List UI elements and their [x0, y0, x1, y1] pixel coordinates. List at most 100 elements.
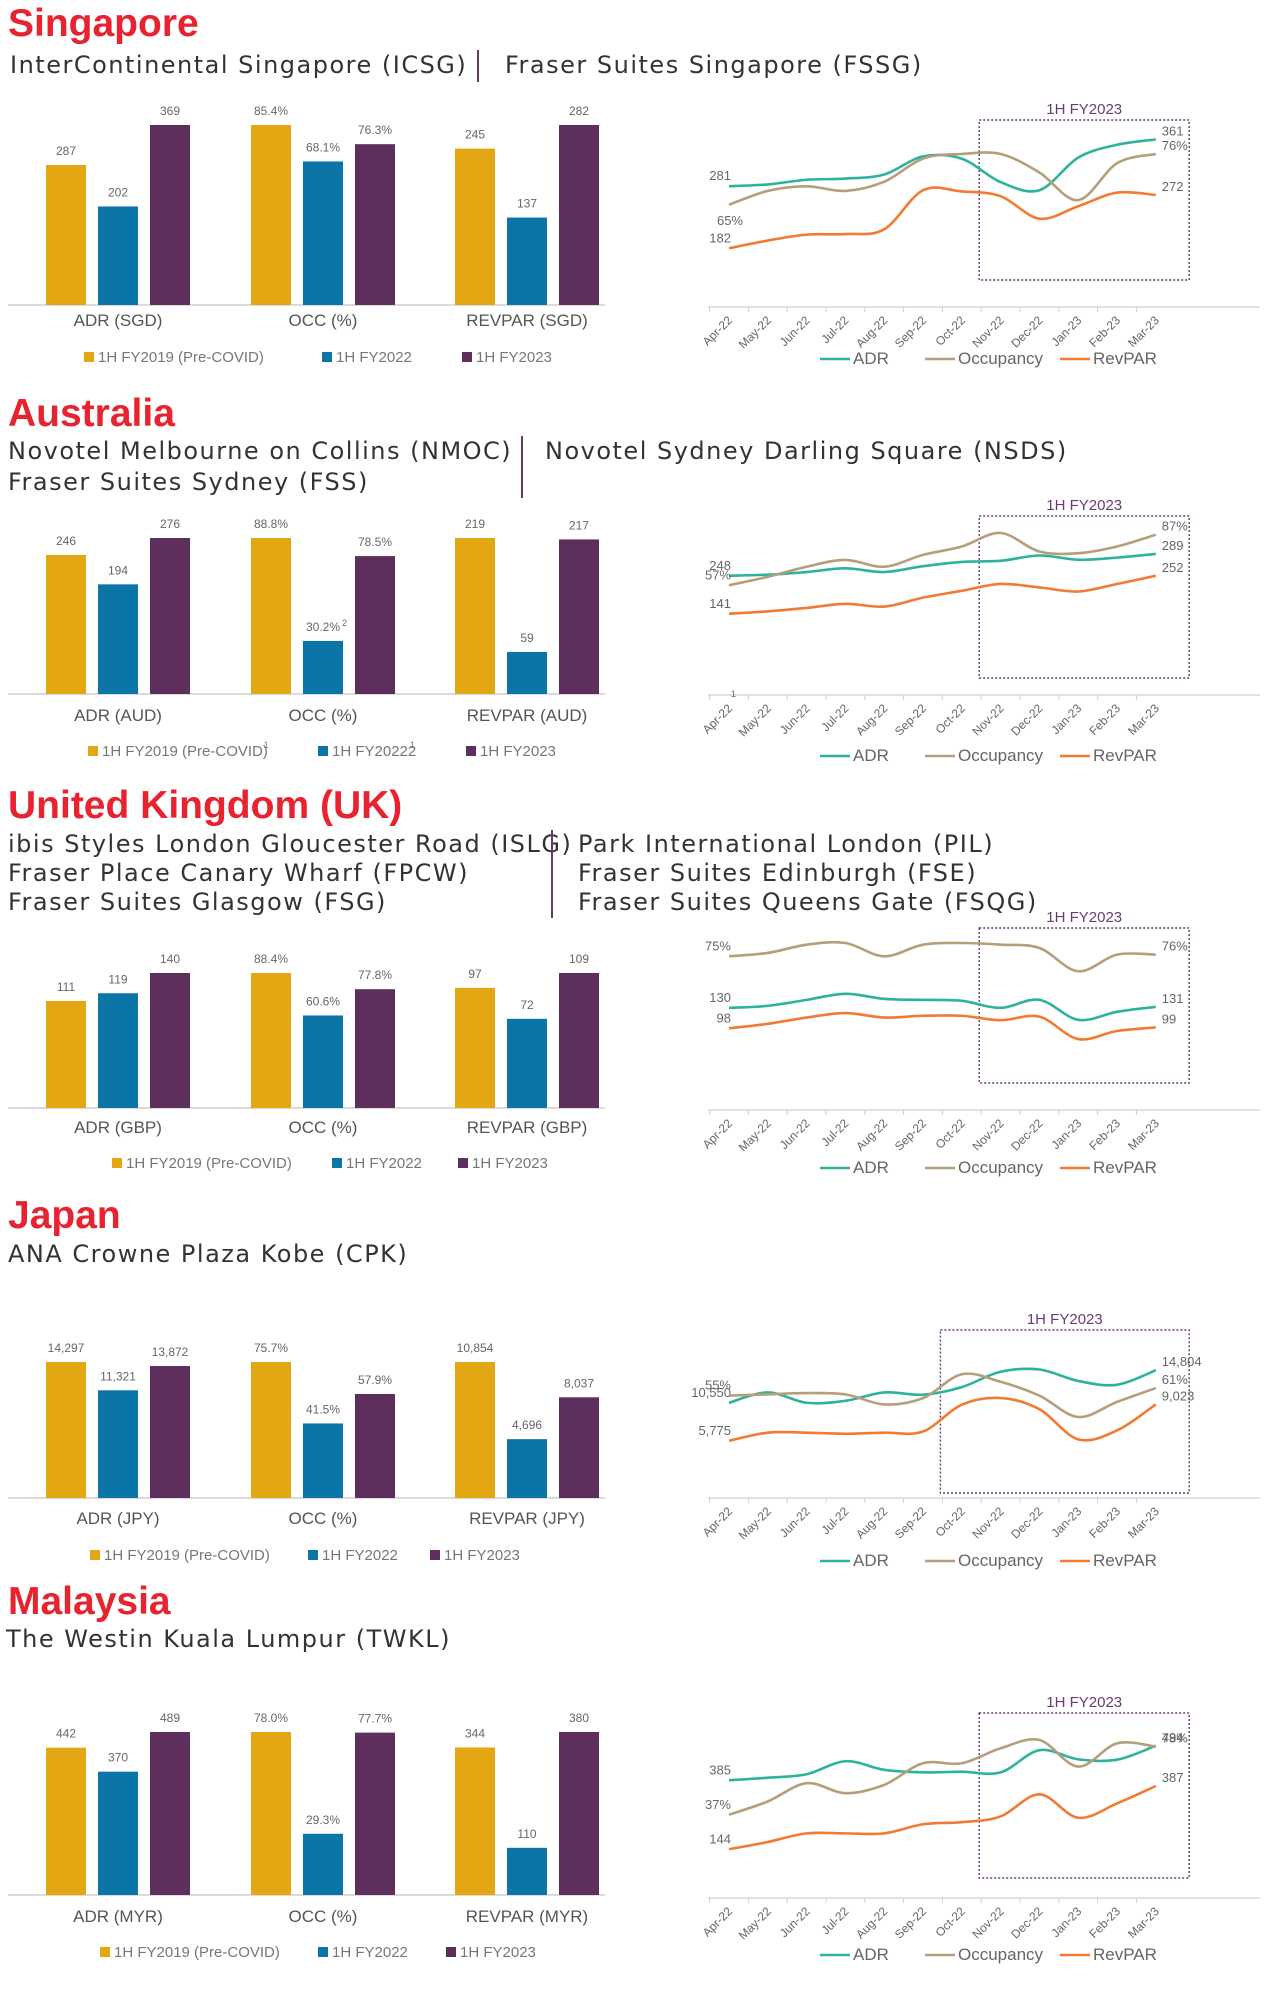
bar-value-label: 97 — [468, 967, 482, 981]
bar-value-label: 246 — [56, 534, 76, 548]
bar-category-label: REVPAR (MYR) — [466, 1907, 588, 1926]
series-end-label: 272 — [1162, 179, 1184, 194]
x-tick-label: Dec-22 — [1008, 701, 1045, 738]
legend-label: ADR — [853, 746, 889, 765]
legend-swatch — [90, 1550, 100, 1560]
bar-value-label: 78.0% — [254, 1711, 288, 1725]
series-end-label: 99 — [1162, 1011, 1176, 1026]
hotel-divider — [477, 50, 479, 82]
bar — [507, 1847, 547, 1895]
bar-value-label: 276 — [160, 517, 180, 531]
hotel-name: Novotel Melbourne on Collins (NMOC) — [8, 437, 513, 465]
bar — [559, 1732, 599, 1895]
legend-swatch — [430, 1550, 440, 1560]
hotel-name: Novotel Sydney Darling Square (NSDS) — [545, 437, 1068, 465]
bar-value-label: 370 — [108, 1751, 128, 1765]
section-malaysia: Malaysia The Westin Kuala Lumpur (TWKL) … — [0, 1580, 1288, 1992]
bar-category-label: ADR (JPY) — [76, 1509, 159, 1528]
bar-value-label: 245 — [465, 128, 485, 142]
bar-chart: 442 370 489 ADR (MYR) 78.0% 29.3% 77.7% OCC (%)… — [8, 1711, 605, 1961]
series-end-label: 387 — [1162, 1770, 1184, 1785]
x-tick-label: Jul-22 — [819, 1504, 852, 1537]
country-title: Australia — [8, 392, 175, 435]
bar-value-label: 85.4% — [254, 104, 288, 118]
legend-label: 1H FY20222 — [332, 743, 416, 760]
hotel-name: InterContinental Singapore (ICSG) — [10, 51, 468, 79]
bar — [46, 1747, 86, 1895]
legend-swatch — [318, 1947, 328, 1957]
bar-value-label: 287 — [56, 144, 76, 158]
bar — [355, 556, 395, 694]
highlight-label: 1H FY2023 — [1046, 909, 1122, 926]
bar-value-label: 344 — [465, 1726, 485, 1740]
legend-label: Occupancy — [958, 746, 1044, 765]
series-start-label: 130 — [709, 990, 731, 1005]
bar — [303, 1423, 343, 1498]
bar-value-label: 59 — [520, 631, 534, 645]
series-line — [728, 1396, 1157, 1443]
bar — [150, 1732, 190, 1895]
series-line — [728, 151, 1157, 206]
bar — [559, 539, 599, 694]
x-tick-label: Oct-22 — [933, 1116, 969, 1152]
bar — [251, 973, 291, 1108]
x-tick-label: Jun-22 — [777, 1116, 813, 1152]
series-end-label: 361 — [1162, 124, 1184, 139]
x-tick-label: Jan-23 — [1048, 1904, 1084, 1940]
line-chart: Apr-22 May-22 Jun-22 Jul-22 Aug-22 Sep-22 Oct-… — [700, 1694, 1260, 1964]
bar — [98, 1390, 138, 1498]
legend-label: RevPAR — [1093, 1158, 1157, 1177]
bar-value-label: 140 — [160, 952, 180, 966]
series-start-label: 144 — [709, 1831, 731, 1846]
legend-label: ADR — [853, 349, 889, 368]
bar — [150, 125, 190, 305]
x-tick-label: Aug-22 — [853, 1504, 890, 1541]
bar — [46, 554, 86, 694]
bar-chart: 246 194 276 ADR (AUD) 88.8% 30.2% 2 78.5% OCC (%… — [8, 517, 605, 760]
x-tick-label: Mar-23 — [1125, 1116, 1162, 1153]
series-end-label: 76% — [1162, 939, 1188, 954]
bar-value-label: 202 — [108, 185, 128, 199]
series-line — [728, 940, 1156, 973]
x-tick-label: Apr-22 — [700, 313, 736, 349]
bar — [355, 1732, 395, 1895]
section-australia: Australia Novotel Melbourne on Collins (… — [0, 388, 1288, 778]
bar-value-label: 68.1% — [306, 140, 340, 154]
x-tick-label: Apr-22 — [700, 1504, 736, 1540]
bar-value-label: 77.7% — [358, 1712, 392, 1726]
series-line — [728, 1744, 1157, 1782]
bar-category-label: ADR (GBP) — [74, 1118, 162, 1137]
series-end-label: 76% — [1162, 138, 1188, 153]
bar — [46, 165, 86, 305]
x-tick-label: Jan-23 — [1048, 313, 1084, 349]
bar — [355, 1393, 395, 1498]
bar-value-label: 14,297 — [48, 1341, 85, 1355]
bar-category-label: OCC (%) — [289, 311, 358, 330]
hotel-name: ibis Styles London Gloucester Road (ISLG… — [8, 830, 573, 858]
legend-label: 1H FY2023 — [444, 1547, 520, 1564]
x-tick-label: Sep-22 — [892, 313, 929, 350]
hotel-name: Fraser Suites Sydney (FSS) — [8, 468, 369, 496]
bar — [507, 217, 547, 305]
x-tick-label: Feb-23 — [1086, 701, 1123, 738]
x-tick-label: Apr-22 — [700, 1116, 736, 1152]
bar — [150, 973, 190, 1108]
bar — [46, 1362, 86, 1498]
bar-value-label: 109 — [569, 952, 589, 966]
series-end-label: 9,023 — [1162, 1388, 1195, 1403]
bar-chart: 111 119 140 ADR (GBP) 88.4% 60.6% 77.8% OCC (%)… — [8, 952, 605, 1172]
legend-label: Occupancy — [958, 349, 1044, 368]
country-title: Japan — [8, 1194, 121, 1237]
bar-value-label: 76.3% — [358, 123, 392, 137]
bar-value-label: 60.6% — [306, 994, 340, 1008]
hotel-name: Park International London (PIL) — [578, 830, 995, 858]
bar — [150, 538, 190, 694]
series-start-label: 57% — [705, 567, 731, 582]
bar-category-label: ADR (AUD) — [74, 706, 162, 725]
line-chart: Apr-22 May-22 Jun-22 Jul-22 Aug-22 Sep-22 Oct-… — [700, 101, 1260, 368]
series-start-label: 37% — [705, 1797, 731, 1812]
legend-label: 1H FY2019 (Pre-COVID) — [126, 1155, 292, 1172]
series-start-label: 281 — [709, 168, 731, 183]
series-start-label: 75% — [705, 938, 731, 953]
legend-swatch — [458, 1158, 468, 1168]
